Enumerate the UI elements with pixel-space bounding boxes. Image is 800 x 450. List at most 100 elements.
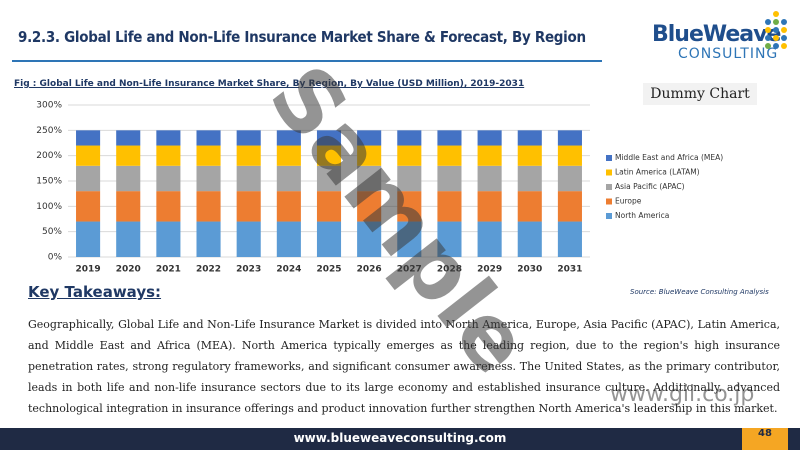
bar-segment bbox=[397, 145, 422, 166]
bar-segment bbox=[517, 145, 542, 166]
x-tick-label: 2022 bbox=[196, 265, 221, 275]
takeaways-heading: Key Takeaways: bbox=[28, 283, 162, 301]
bar-segment bbox=[477, 130, 502, 146]
title-rule bbox=[12, 60, 602, 62]
bar-segment bbox=[116, 191, 141, 222]
y-tick-label: 250% bbox=[36, 126, 62, 136]
bar-segment bbox=[557, 145, 582, 166]
bar-segment bbox=[397, 221, 422, 257]
legend-swatch bbox=[606, 184, 612, 190]
bar-segment bbox=[196, 221, 221, 257]
bar-segment bbox=[276, 165, 301, 192]
y-tick-label: 50% bbox=[42, 227, 62, 237]
bar-segment bbox=[76, 221, 101, 257]
bar-segment bbox=[76, 165, 101, 192]
bar-segment bbox=[517, 165, 542, 192]
takeaways-text: Geographically, Global Life and Non-Life… bbox=[28, 318, 780, 415]
bar-segment bbox=[357, 145, 382, 166]
bar-segment bbox=[437, 191, 462, 222]
x-tick-label: 2020 bbox=[116, 265, 141, 275]
bar-segment bbox=[116, 145, 141, 166]
bar-segment bbox=[437, 165, 462, 192]
bar-segment bbox=[517, 191, 542, 222]
x-tick-label: 2026 bbox=[357, 265, 382, 275]
footer-url: www.blueweaveconsulting.com bbox=[293, 431, 507, 445]
logo-dots bbox=[765, 11, 787, 49]
bar-segment bbox=[397, 130, 422, 146]
legend-swatch bbox=[606, 198, 612, 205]
y-tick-label: 0% bbox=[48, 253, 63, 263]
bar-segment bbox=[437, 130, 462, 146]
x-tick-label: 2030 bbox=[517, 265, 542, 275]
bar-segment bbox=[397, 165, 422, 192]
logo-name: BlueWeave bbox=[652, 22, 781, 47]
watermark-site: www.gii.co.jp bbox=[610, 382, 755, 407]
legend-label: Asia Pacific (APAC) bbox=[615, 182, 685, 191]
bar-segment bbox=[116, 130, 141, 146]
bar-segment bbox=[196, 145, 221, 166]
bar-segment bbox=[557, 165, 582, 192]
legend-swatch bbox=[606, 155, 612, 161]
bar-segment bbox=[236, 165, 261, 192]
bar-segment bbox=[316, 221, 342, 257]
bar-segment bbox=[116, 165, 141, 192]
bar-segment bbox=[76, 145, 101, 166]
footer-bar bbox=[0, 428, 800, 450]
bar-segment bbox=[477, 191, 502, 222]
bar-segment bbox=[316, 145, 342, 166]
dummy-badge: Dummy Chart bbox=[643, 83, 757, 105]
bar-segment bbox=[196, 165, 221, 192]
chart: 0% 50% 100% 150% 200% 250% 300% 2019 2020 2021 202… bbox=[36, 101, 723, 275]
bar-segment bbox=[196, 130, 221, 146]
bar-segment bbox=[276, 221, 301, 257]
bar-segment bbox=[477, 145, 502, 166]
bar-segment bbox=[276, 145, 301, 166]
bar-segment bbox=[236, 191, 261, 222]
legend-label: Europe bbox=[615, 197, 642, 206]
bar-segment bbox=[316, 165, 342, 192]
bar-segment bbox=[236, 130, 261, 146]
bar-segment bbox=[357, 165, 382, 192]
bar-segment bbox=[156, 191, 181, 222]
y-tick-label: 200% bbox=[36, 151, 62, 161]
x-tick-label: 2024 bbox=[276, 265, 301, 275]
bar-segment bbox=[477, 165, 502, 192]
bar-segment bbox=[397, 191, 422, 222]
x-tick-label: 2029 bbox=[477, 265, 502, 275]
bar-segment bbox=[357, 221, 382, 257]
bar-segment bbox=[437, 145, 462, 166]
bar-segment bbox=[517, 130, 542, 146]
legend-swatch bbox=[606, 169, 612, 176]
bar-segment bbox=[557, 130, 582, 146]
y-tick-label: 100% bbox=[36, 202, 62, 212]
bar-segment bbox=[357, 130, 382, 146]
bar-segment bbox=[557, 191, 582, 222]
bar-segment bbox=[156, 130, 181, 146]
x-tick-label: 2028 bbox=[437, 265, 462, 275]
legend-label: Latin America (LATAM) bbox=[615, 168, 700, 177]
bar-segment bbox=[316, 191, 342, 222]
bar-segment bbox=[517, 221, 542, 257]
legend-label: Middle East and Africa (MEA) bbox=[615, 153, 723, 162]
legend-swatch bbox=[606, 213, 612, 219]
source-note: Source: BlueWeave Consulting Analysis bbox=[630, 288, 769, 296]
legend-label: North America bbox=[615, 211, 669, 220]
bar-segment bbox=[437, 221, 462, 257]
bar-segment bbox=[156, 221, 181, 257]
x-tick-label: 2031 bbox=[557, 265, 582, 275]
slide-title: 9.2.3. Global Life and Non-Life Insuranc… bbox=[18, 28, 586, 46]
bar-segment bbox=[276, 191, 301, 222]
bar-segment bbox=[477, 221, 502, 257]
bar-segment bbox=[76, 191, 101, 222]
y-tick-label: 150% bbox=[36, 177, 62, 187]
bar-segment bbox=[156, 145, 181, 166]
bar-segment bbox=[156, 165, 181, 192]
bar-segment bbox=[276, 130, 301, 146]
bar-segment bbox=[236, 145, 261, 166]
bar-segment bbox=[357, 191, 382, 222]
figure-caption: Fig : Global Life and Non-Life Insurance… bbox=[14, 79, 525, 89]
bar-segment bbox=[316, 130, 342, 146]
x-tick-label: 2023 bbox=[236, 265, 261, 275]
y-tick-label: 300% bbox=[36, 101, 62, 111]
